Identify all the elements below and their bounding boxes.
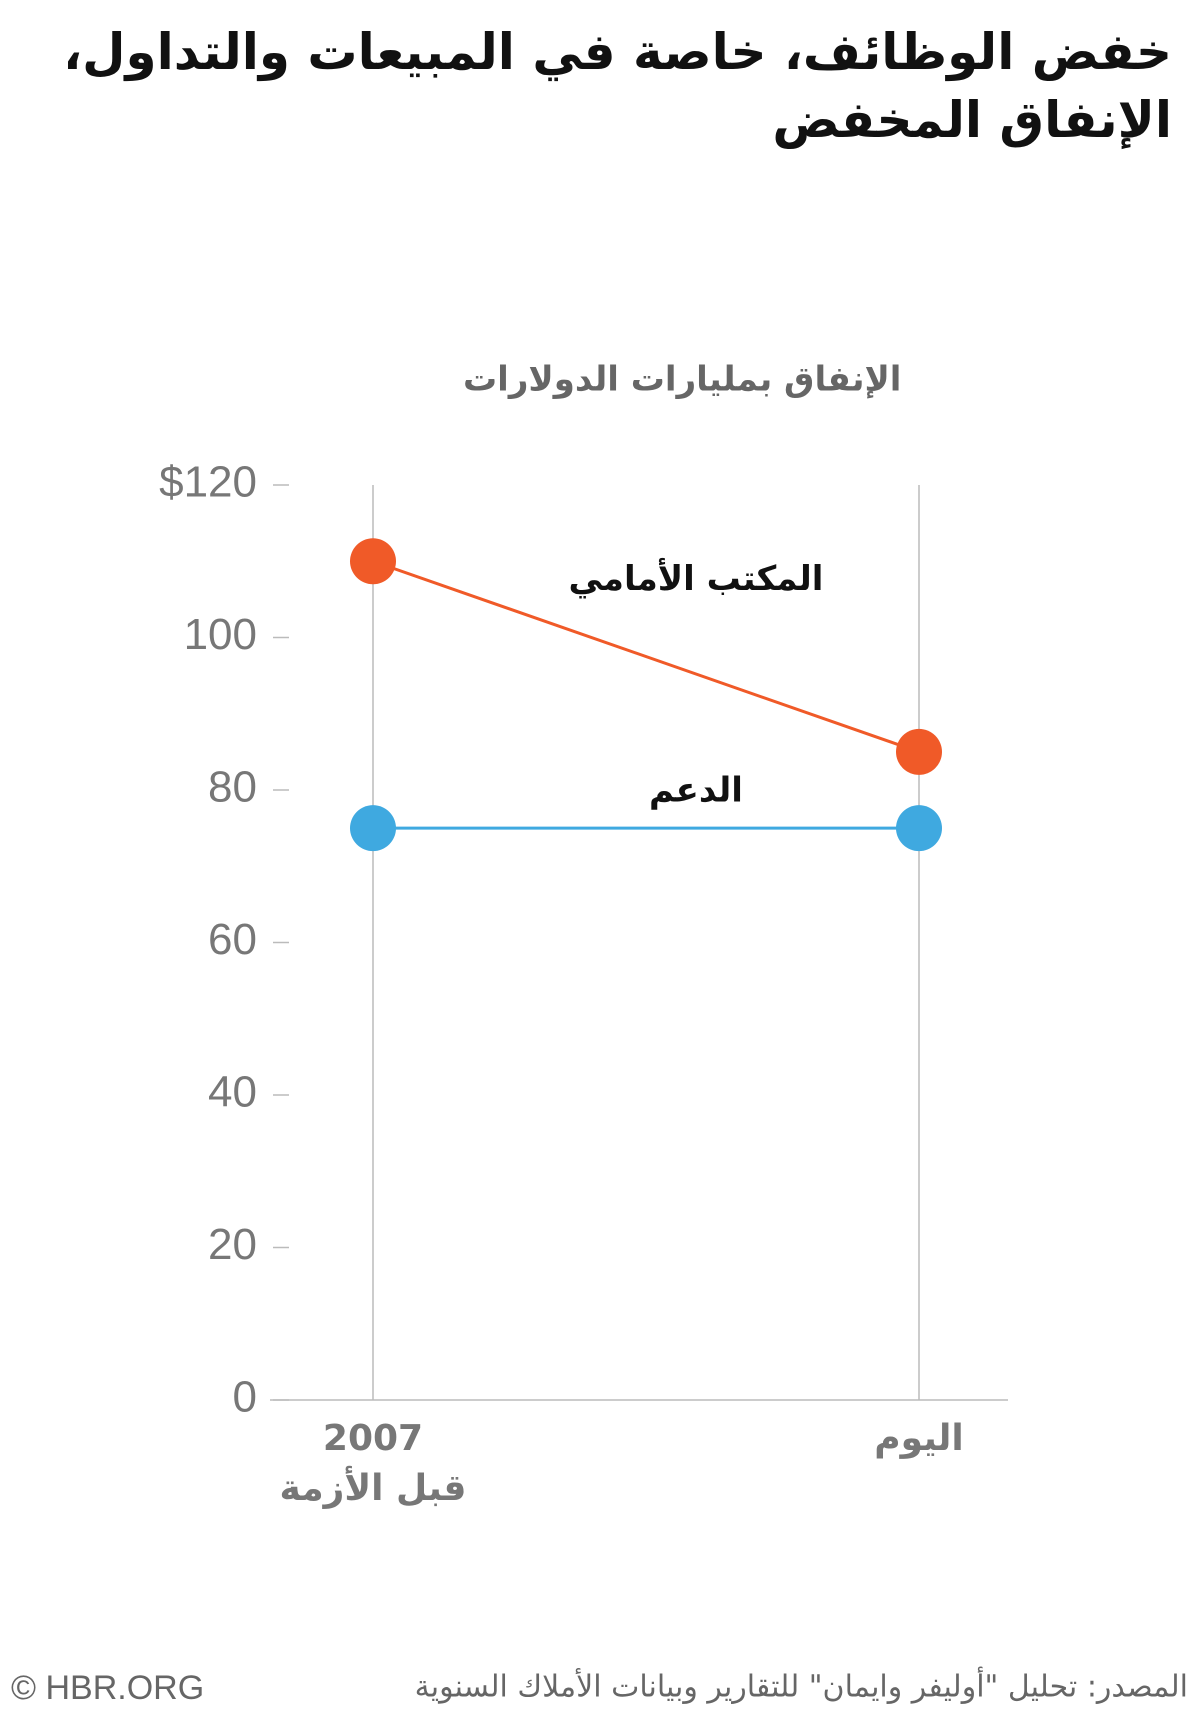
y-tick-label: 60 <box>208 915 257 964</box>
y-tick-label: 20 <box>208 1220 257 1269</box>
series-label: الدعم <box>649 771 743 811</box>
series-line <box>372 559 920 754</box>
y-tick-label: 80 <box>208 763 257 812</box>
x-tick-label: اليوم <box>874 1418 964 1459</box>
y-axis-label: الإنفاق بمليارات الدولارات <box>463 360 901 400</box>
y-tick-label: $120 <box>159 458 257 507</box>
y-tick-label: 100 <box>184 610 257 659</box>
source: المصدر: تحليل "أوليفر وايمان" للتقارير و… <box>415 1666 1188 1705</box>
credit: © HBR.ORG <box>11 1669 204 1707</box>
y-tick-label: 40 <box>208 1068 257 1117</box>
data-point <box>350 805 396 852</box>
series-label: المكتب الأمامي <box>569 557 824 599</box>
data-point <box>896 728 942 775</box>
x-tick-label: 2007 قبل الأزمة <box>280 1418 467 1509</box>
data-point <box>350 538 396 585</box>
y-tick-label: 0 <box>233 1373 257 1422</box>
chart-title: خفض الوظائف، خاصة في المبيعات والتداول، … <box>63 23 1172 149</box>
data-point <box>896 805 942 852</box>
